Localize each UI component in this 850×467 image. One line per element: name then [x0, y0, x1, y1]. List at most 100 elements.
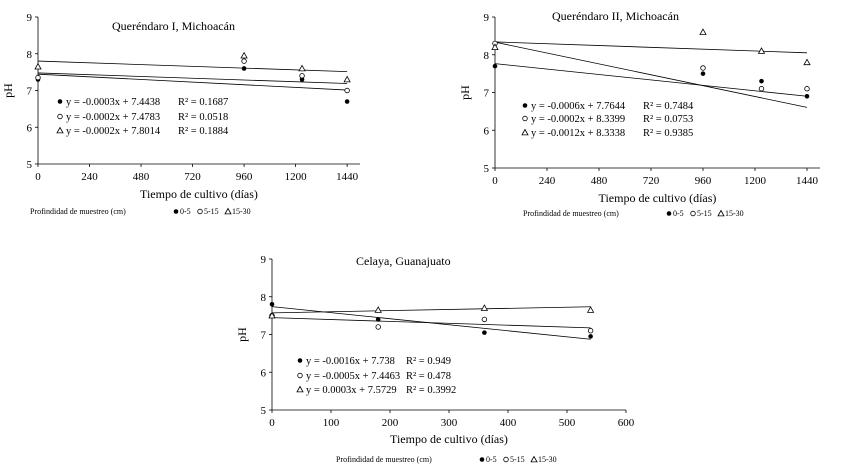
legend-entry: 0-5 [673, 209, 684, 218]
x-tick-label: 720 [643, 175, 660, 187]
equation-marker-0-5 [57, 99, 63, 104]
y-tick-label: 8 [484, 50, 490, 62]
x-tick-label: 500 [559, 417, 576, 429]
y-tick-label: 9 [27, 12, 33, 24]
equation-marker-0-5 [522, 103, 528, 108]
trend-line-15-30 [37, 60, 348, 73]
x-tick-label: 1200 [285, 171, 308, 183]
data-point-15-30 [491, 43, 499, 50]
x-tick-label: 1440 [336, 171, 359, 183]
y-tick-label: 7 [261, 330, 267, 342]
x-tick-label: 960 [695, 175, 712, 187]
y-tick-label: 7 [484, 88, 490, 100]
x-tick-label: 600 [618, 417, 635, 429]
data-point-5-15 [35, 74, 41, 81]
legend: Profindidad de muestreo (cm) 0-5 5-15 15-30 [336, 455, 557, 464]
data-point-5-15 [344, 87, 350, 94]
data-point-5-15 [241, 58, 247, 64]
r-squared: R² = 0.7484 [643, 101, 694, 112]
legend-entry: 15-30 [538, 455, 557, 464]
legend-title: Profindidad de muestreo (cm) [523, 209, 619, 218]
trend-line-0-5 [37, 73, 348, 91]
legend-marker-5-15 [197, 208, 203, 215]
chart-title: Queréndaro I, Michoacán [112, 19, 235, 33]
x-tick-label: 960 [236, 171, 253, 183]
equation-marker-0-5 [297, 358, 303, 363]
legend-marker-15-30 [530, 455, 538, 463]
equation-marker-15-30 [521, 128, 529, 136]
data-point-15-30 [268, 311, 276, 319]
legend-title: Profindidad de muestreo (cm) [336, 455, 432, 464]
equation-marker-15-30 [56, 126, 64, 134]
data-point-15-30 [34, 62, 42, 70]
x-tick-label: 0 [35, 171, 41, 183]
data-point-0-5 [588, 334, 593, 339]
y-tick-label: 5 [261, 405, 267, 417]
legend-marker-0-5 [173, 209, 179, 214]
y-tick-label: 6 [261, 367, 267, 379]
x-tick-label: 240 [539, 175, 556, 187]
y-tick-label: 8 [27, 49, 33, 61]
data-point-5-15 [758, 86, 765, 92]
x-axis-label: Tiempo de cultivo (días) [390, 432, 508, 446]
x-axis-label: Tiempo de cultivo (días) [140, 187, 258, 201]
legend-marker-0-5 [666, 211, 672, 216]
data-point-15-30 [374, 306, 382, 313]
data-point-5-15 [587, 328, 594, 334]
legend-entry: 5-15 [697, 209, 712, 218]
x-tick-label: 0 [269, 417, 275, 429]
legend-marker-5-15 [503, 456, 509, 463]
data-point-0-5 [700, 71, 706, 76]
legend-marker-5-15 [690, 210, 696, 217]
y-tick-label: 7 [27, 86, 33, 98]
x-axis-label: Tiempo de cultivo (días) [599, 191, 717, 205]
x-tick-label: 0 [492, 175, 498, 187]
regression-equation: y = -0.0005x + 7.4463 [306, 371, 400, 382]
data-point-15-30 [240, 51, 248, 59]
chart-title: Celaya, Guanajuato [356, 254, 451, 268]
x-tick-label: 100 [323, 417, 340, 429]
legend-marker-15-30 [717, 209, 725, 217]
trend-line-0-5 [494, 63, 808, 97]
legend-entry: 15-30 [725, 209, 744, 218]
legend-entry: 15-30 [232, 207, 251, 216]
data-point-0-5 [482, 330, 487, 335]
data-point-0-5 [269, 302, 275, 307]
data-point-5-15 [299, 73, 305, 79]
legend-entry: 0-5 [180, 207, 191, 216]
legend-entry: 0-5 [486, 455, 497, 464]
data-point-0-5 [375, 317, 381, 322]
data-point-15-30 [699, 28, 707, 35]
y-tick-label: 8 [261, 292, 267, 304]
data-point-0-5 [344, 99, 350, 104]
legend: Profindidad de muestreo (cm) 0-5 5-15 15-30 [30, 207, 251, 216]
regression-equation: y = 0.0003x + 7.5729 [306, 385, 397, 396]
legend-title: Profindidad de muestreo (cm) [30, 207, 126, 216]
y-axis-label: pH [1, 83, 15, 98]
legend-entry: 5-15 [204, 207, 219, 216]
trend-line-15-30 [494, 41, 808, 108]
x-tick-label: 720 [184, 171, 201, 183]
x-tick-label: 480 [591, 175, 608, 187]
data-point-0-5 [804, 93, 810, 99]
r-squared: R² = 0.0518 [178, 112, 228, 123]
r-squared: R² = 0.9385 [643, 128, 693, 139]
y-tick-label: 9 [261, 254, 267, 266]
data-point-0-5 [492, 63, 498, 69]
legend: Profindidad de muestreo (cm) 0-5 5-15 15-30 [523, 209, 744, 218]
x-tick-label: 1200 [744, 175, 767, 187]
data-point-5-15 [700, 65, 706, 71]
y-axis-label: pH [235, 327, 249, 342]
r-squared: R² = 0.478 [406, 371, 451, 382]
x-tick-label: 480 [133, 171, 150, 183]
chart-title: Queréndaro II, Michoacán [552, 9, 679, 23]
y-tick-label: 5 [27, 159, 33, 171]
chart-panel-1: 0 240 480 720 960 1200 1440 5 6 7 8 9 Queréndaro I, … [1, 12, 360, 216]
x-tick-label: 200 [382, 417, 399, 429]
data-point-0-5 [241, 66, 247, 71]
r-squared: R² = 0.0753 [643, 114, 693, 125]
equation-marker-15-30 [296, 385, 304, 393]
r-squared: R² = 0.949 [406, 356, 451, 367]
equation-marker-5-15 [522, 115, 528, 122]
